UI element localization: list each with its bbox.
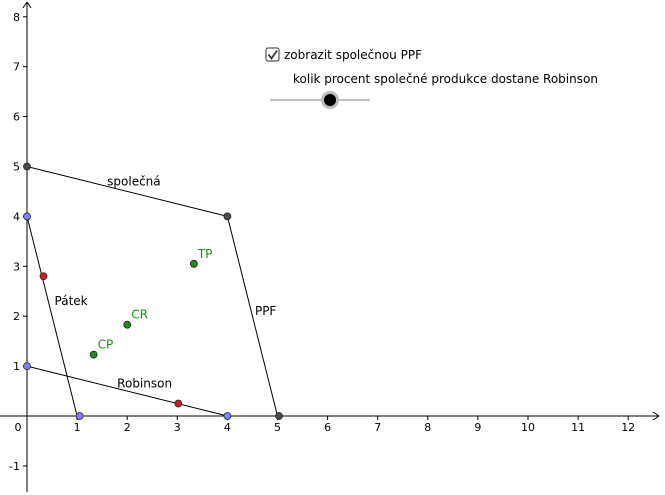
x-tick-label: 10	[521, 421, 535, 434]
x-tick-label: 7	[374, 421, 381, 434]
origin-label: 0	[15, 421, 22, 434]
point-spolecna-x[interactable]	[275, 412, 283, 420]
y-tick-label: 8	[13, 11, 20, 24]
label-ppf: PPF	[255, 304, 276, 318]
line-labels: společná PPF Pátek Robinson	[55, 174, 277, 390]
segment-patek-line	[26, 216, 78, 417]
y-tick-label: 3	[13, 260, 20, 273]
slider-label: kolik procent společné produkce dostane …	[293, 72, 598, 86]
x-tick-label: 11	[571, 421, 585, 434]
point-robinson-y[interactable]	[23, 362, 31, 371]
checkbox-box[interactable]	[265, 47, 280, 62]
label-spolecna: společná	[107, 174, 160, 188]
point-tp-label: TP	[197, 247, 213, 261]
x-tick-label: 12	[621, 421, 635, 434]
segments	[26, 166, 278, 417]
segment-ppf-right	[226, 216, 278, 417]
x-tick-label: 6	[324, 421, 331, 434]
x-tick-label: 9	[474, 421, 481, 434]
point-cp[interactable]	[89, 350, 98, 359]
x-tick-label: 4	[224, 421, 231, 434]
show-joint-ppf-checkbox[interactable]: zobrazit společnou PPF	[265, 47, 422, 62]
point-patek-y[interactable]	[23, 212, 31, 221]
y-tick-label: 7	[13, 61, 20, 74]
label-patek: Pátek	[55, 294, 88, 308]
robinson-share-slider[interactable]: kolik procent společné produkce dostane …	[270, 72, 598, 109]
point-patek-x[interactable]	[75, 412, 84, 420]
check-icon	[267, 49, 278, 61]
point-cr-label: CR	[131, 308, 148, 322]
segment-spolecna-top	[26, 166, 228, 217]
x-tick-label: 5	[274, 421, 281, 434]
x-tick-label: 3	[174, 421, 181, 434]
point-cp-label: CP	[98, 338, 114, 352]
point-robinson-red[interactable]	[174, 399, 183, 408]
x-axis-arrow-icon	[652, 411, 660, 421]
points: TP CR CP	[23, 162, 283, 420]
slider-knob[interactable]	[324, 94, 336, 106]
x-tick-label: 2	[124, 421, 131, 434]
x-tick-label: 8	[424, 421, 431, 434]
y-axis-arrow-icon	[22, 1, 32, 9]
y-tick-label: 4	[13, 210, 20, 223]
y-tick-label: 2	[13, 310, 20, 323]
segment-robinson-line	[26, 365, 228, 417]
y-tick-label: 6	[13, 111, 20, 124]
y-tick-label: 1	[13, 360, 20, 373]
x-tick-label: 1	[74, 421, 81, 434]
checkbox-label: zobrazit společnou PPF	[284, 48, 422, 62]
point-cr[interactable]	[123, 320, 132, 329]
y-tick-label: -1	[9, 460, 20, 473]
point-spolecna-corner[interactable]	[223, 212, 232, 221]
point-tp[interactable]	[189, 259, 198, 268]
point-spolecna-y[interactable]	[23, 162, 31, 171]
point-patek-red[interactable]	[39, 272, 48, 281]
label-robinson: Robinson	[117, 377, 172, 391]
y-tick-label: 5	[13, 161, 20, 174]
point-robinson-x[interactable]	[223, 412, 232, 420]
